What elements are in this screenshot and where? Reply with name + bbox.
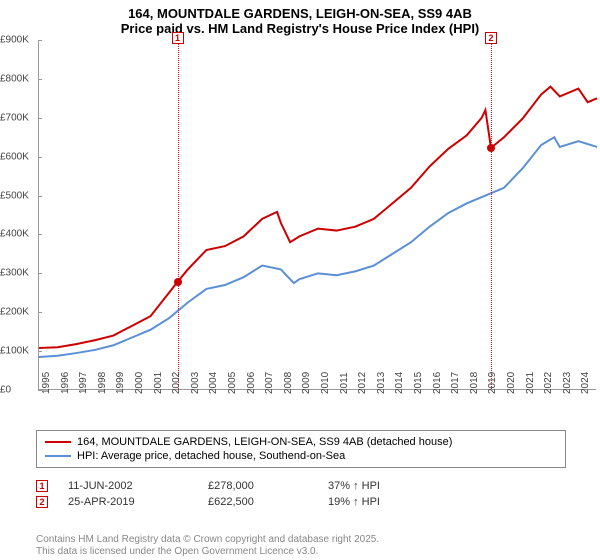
sale-date: 25-APR-2019	[68, 496, 188, 508]
y-tick-mark	[38, 351, 42, 352]
x-tick-label: 2023	[562, 372, 573, 394]
sale-marker-icon: 1	[36, 480, 48, 492]
y-tick-label: £200K	[0, 307, 38, 318]
y-tick-label: £700K	[0, 112, 38, 123]
sales-table: 1 11-JUN-2002 £278,000 37% ↑ HPI 2 25-APR-201…	[36, 478, 566, 510]
line-layer	[39, 40, 596, 389]
sale-diff: 19% ↑ HPI	[328, 496, 428, 508]
sale-marker-icon: 2	[36, 496, 48, 508]
series-hpi	[39, 137, 597, 357]
y-tick-label: £100K	[0, 346, 38, 357]
y-tick-mark	[38, 118, 42, 119]
x-tick-label: 2021	[525, 372, 536, 394]
sale-dot	[487, 144, 495, 152]
footer-line-1: Contains HM Land Registry data © Crown c…	[36, 534, 379, 546]
x-tick-label: 2013	[376, 372, 387, 394]
y-tick-label: £800K	[0, 73, 38, 84]
legend: 164, MOUNTDALE GARDENS, LEIGH-ON-SEA, SS…	[36, 430, 566, 468]
x-tick-label: 2017	[450, 372, 461, 394]
x-tick-label: 2006	[246, 372, 257, 394]
sale-date: 11-JUN-2002	[68, 480, 188, 492]
legend-label: 164, MOUNTDALE GARDENS, LEIGH-ON-SEA, SS…	[77, 436, 452, 448]
x-tick-label: 2024	[580, 372, 591, 394]
sale-price: £622,500	[208, 496, 308, 508]
x-tick-label: 1998	[97, 372, 108, 394]
legend-swatch	[45, 455, 71, 457]
x-tick-label: 2011	[339, 372, 350, 394]
x-tick-label: 2001	[153, 372, 164, 394]
sale-row: 2 25-APR-2019 £622,500 19% ↑ HPI	[36, 494, 566, 510]
y-tick-label: £500K	[0, 190, 38, 201]
y-tick-mark	[38, 312, 42, 313]
x-tick-label: 2010	[320, 372, 331, 394]
sale-dot	[174, 278, 182, 286]
y-tick-label: £0	[0, 385, 38, 396]
y-tick-mark	[38, 196, 42, 197]
x-tick-label: 2019	[487, 372, 498, 394]
legend-row: 164, MOUNTDALE GARDENS, LEIGH-ON-SEA, SS…	[45, 435, 557, 449]
y-tick-label: £400K	[0, 229, 38, 240]
x-tick-label: 2014	[394, 372, 405, 394]
x-tick-label: 2005	[227, 372, 238, 394]
y-tick-label: £300K	[0, 268, 38, 279]
x-tick-label: 1999	[115, 372, 126, 394]
x-tick-label: 2016	[432, 372, 443, 394]
y-tick-mark	[38, 273, 42, 274]
legend-label: HPI: Average price, detached house, Sout…	[77, 450, 345, 462]
x-tick-label: 2020	[506, 372, 517, 394]
sale-row: 1 11-JUN-2002 £278,000 37% ↑ HPI	[36, 478, 566, 494]
x-tick-label: 1997	[78, 372, 89, 394]
sale-vline	[491, 40, 492, 389]
chart: 12 £0 £100K £200K £300K £400K £500K £600K £700K…	[0, 40, 600, 420]
x-tick-label: 2022	[543, 372, 554, 394]
y-tick-mark	[38, 157, 42, 158]
x-tick-label: 2018	[469, 372, 480, 394]
y-tick-label: £900K	[0, 35, 38, 46]
series-subject	[39, 87, 597, 348]
x-tick-label: 2015	[413, 372, 424, 394]
x-tick-label: 1996	[60, 372, 71, 394]
x-tick-label: 2012	[357, 372, 368, 394]
x-tick-label: 2009	[301, 372, 312, 394]
page-subtitle: Price paid vs. HM Land Registry's House …	[0, 21, 600, 40]
x-tick-label: 2007	[264, 372, 275, 394]
sale-price: £278,000	[208, 480, 308, 492]
y-tick-mark	[38, 40, 42, 41]
sale-marker-chart: 2	[485, 32, 497, 44]
x-tick-label: 2004	[208, 372, 219, 394]
sale-vline	[178, 40, 179, 389]
footer: Contains HM Land Registry data © Crown c…	[36, 534, 379, 558]
plot-area: 12	[38, 40, 596, 390]
x-tick-label: 2008	[283, 372, 294, 394]
y-tick-mark	[38, 234, 42, 235]
x-tick-label: 2003	[190, 372, 201, 394]
x-tick-label: 2002	[171, 372, 182, 394]
page-title: 164, MOUNTDALE GARDENS, LEIGH-ON-SEA, SS…	[0, 0, 600, 21]
legend-row: HPI: Average price, detached house, Sout…	[45, 449, 557, 463]
y-tick-label: £600K	[0, 151, 38, 162]
legend-swatch	[45, 441, 71, 443]
sale-diff: 37% ↑ HPI	[328, 480, 428, 492]
sale-marker-chart: 1	[172, 32, 184, 44]
y-tick-mark	[38, 79, 42, 80]
footer-line-2: This data is licensed under the Open Gov…	[36, 546, 379, 558]
x-tick-label: 1995	[41, 372, 52, 394]
x-tick-label: 2000	[134, 372, 145, 394]
